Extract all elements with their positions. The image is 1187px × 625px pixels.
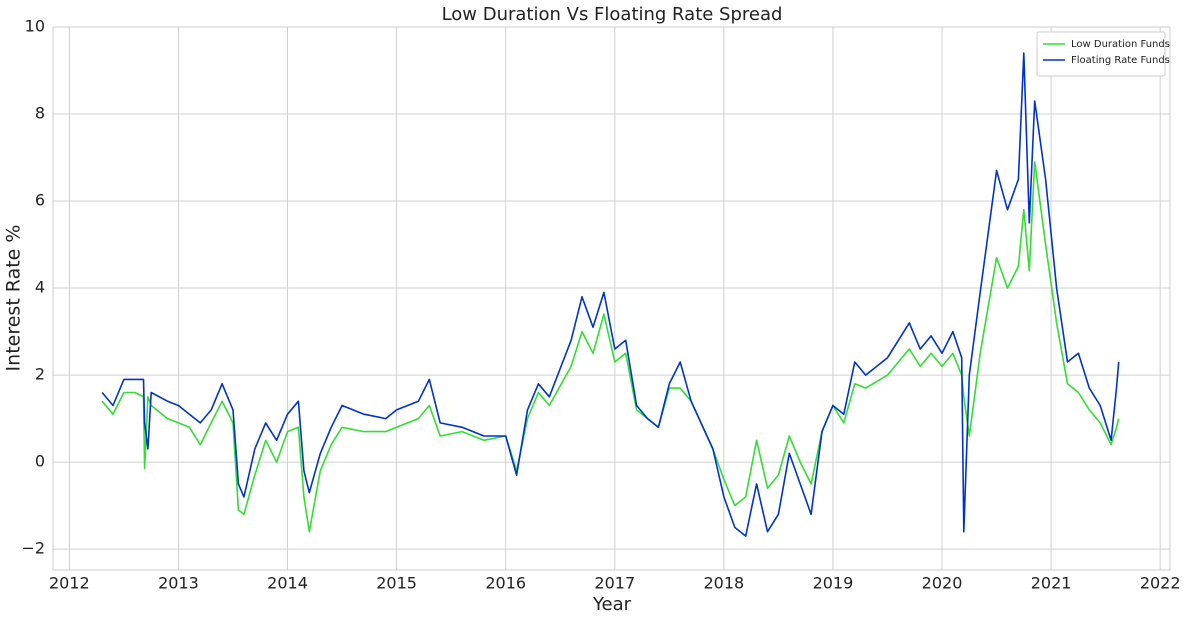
legend: Low Duration Funds Floating Rate Funds	[1036, 31, 1170, 77]
y-axis-label: Interest Rate %	[3, 225, 25, 372]
x-tick-label: 2015	[376, 574, 417, 593]
x-tick-label: 2019	[813, 574, 854, 593]
chart-title: Low Duration Vs Floating Rate Spread	[442, 4, 783, 25]
y-tick-label: 2	[35, 365, 45, 384]
x-tick-label: 2020	[922, 574, 963, 593]
x-tick-label: 2016	[485, 574, 526, 593]
line-series	[101, 52, 1120, 537]
y-tick-label: 0	[35, 452, 45, 471]
legend-label: Low Duration Funds	[1071, 39, 1170, 50]
y-tick-label: −2	[21, 539, 45, 558]
x-tick-label: 2022	[1140, 574, 1181, 593]
x-tick-label: 2013	[158, 574, 199, 593]
y-tick-label: 6	[35, 191, 45, 210]
x-tick-label: 2017	[594, 574, 635, 593]
legend-box	[1036, 31, 1166, 77]
x-tick-label: 2012	[49, 574, 90, 593]
legend-label: Floating Rate Funds	[1071, 55, 1170, 66]
plot-frame	[52, 26, 1171, 571]
line-series	[101, 161, 1120, 533]
y-tick-label: 10	[25, 17, 45, 36]
x-axis-label: Year	[592, 594, 632, 615]
x-tick-label: 2021	[1031, 574, 1072, 593]
x-tick-label: 2014	[267, 574, 308, 593]
x-tick-label: 2018	[703, 574, 744, 593]
y-tick-label: 4	[35, 278, 45, 297]
y-tick-label: 8	[35, 104, 45, 123]
